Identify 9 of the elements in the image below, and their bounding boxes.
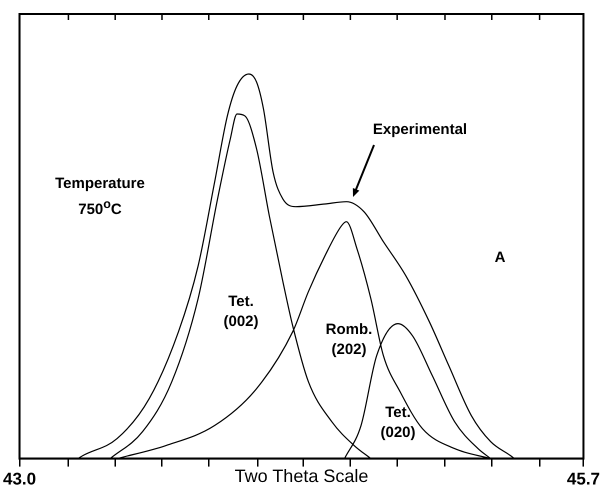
- annotation: Tet. (002): [222, 292, 260, 332]
- x-tick-label: 45.7: [566, 469, 600, 488]
- x-axis-title: Two Theta Scale: [234, 466, 368, 487]
- x-tick-label: 43.0: [2, 469, 36, 488]
- annotation: Temperature 750$^{o}$C: [54, 174, 146, 220]
- annotation: Tet. (020): [379, 403, 417, 443]
- annotation: Experimental: [372, 120, 468, 140]
- annotation: A: [494, 248, 506, 268]
- annotation: Romb. (202): [324, 320, 374, 360]
